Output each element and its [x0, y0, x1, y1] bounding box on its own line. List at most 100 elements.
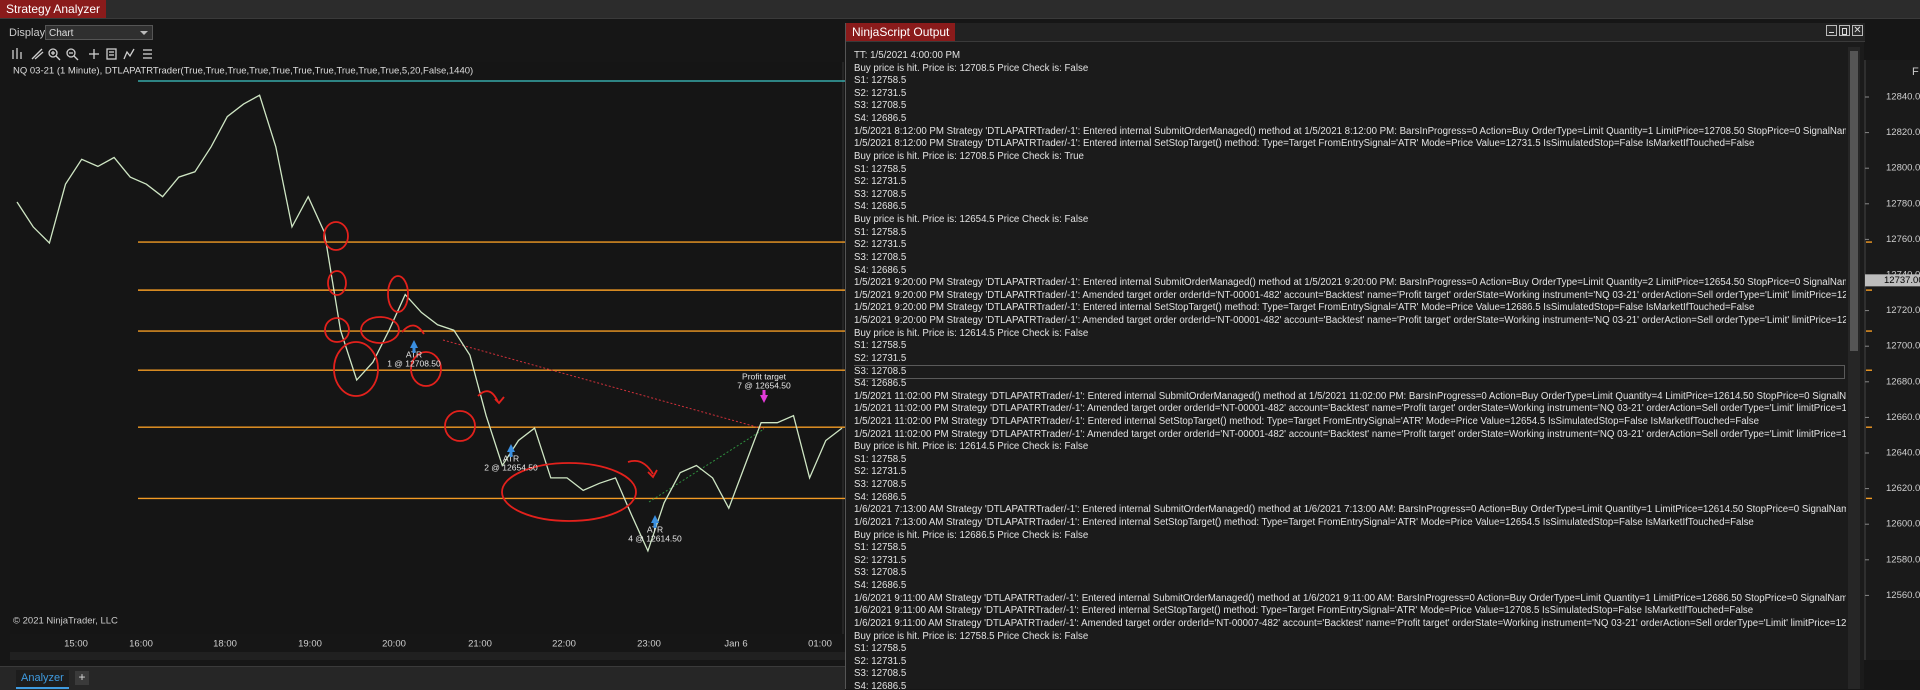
- list-tool[interactable]: [143, 49, 152, 59]
- chart-scrollbar[interactable]: [10, 652, 845, 660]
- crosshair-tool[interactable]: [89, 49, 99, 59]
- output-line: TT: 1/5/2021 4:00:00 PM: [854, 50, 961, 61]
- output-line: S1: 12758.5: [854, 643, 907, 655]
- output-line: Buy price is hit. Price is: 12614.5 Pric…: [854, 327, 1089, 339]
- y-tick-label: 12660.00: [1886, 412, 1920, 423]
- tab-bar: Analyzer +: [0, 666, 845, 690]
- y-tick-label: 12800.00: [1886, 163, 1920, 174]
- output-line: S1: 12758.5: [854, 226, 907, 238]
- output-line: S3: 12708.5: [854, 251, 907, 263]
- drawing-layer: [16, 80, 845, 553]
- y-tick-label: 12580.00: [1886, 554, 1920, 565]
- trade-label: 1 @ 12708.50: [387, 358, 441, 368]
- output-line: S4: 12686.5: [854, 681, 907, 689]
- output-line: 1/5/2021 11:02:00 PM Strategy 'DTLAPATRT…: [854, 390, 1846, 402]
- price-line: [16, 94, 843, 553]
- output-line: S1: 12758.5: [854, 340, 907, 352]
- x-tick-label: 20:00: [382, 639, 406, 650]
- x-tick-label: 19:00: [298, 639, 322, 650]
- right-panel-label: F: [1912, 66, 1919, 78]
- y-tick-label: 12680.00: [1886, 376, 1920, 387]
- trade-label: 7 @ 12654.50: [737, 380, 791, 390]
- y-tick-label: 12640.00: [1886, 448, 1920, 459]
- y-tick-label: 12620.00: [1886, 483, 1920, 494]
- entry-arrow: [410, 340, 418, 353]
- maximize-button[interactable]: [1839, 25, 1850, 36]
- output-line: S2: 12731.5: [854, 352, 907, 364]
- output-line: Buy price is hit. Price is: 12654.5 Pric…: [854, 214, 1089, 226]
- output-line: 1/6/2021 7:13:00 AM Strategy 'DTLAPATRTr…: [854, 504, 1846, 516]
- output-line: S4: 12686.5: [854, 378, 907, 390]
- top-bar: Strategy Analyzer: [0, 0, 1920, 19]
- y-tick-label: 12600.00: [1886, 519, 1920, 530]
- x-tick-label: 15:00: [64, 639, 88, 650]
- output-line: 1/6/2021 9:11:00 AM Strategy 'DTLAPATRTr…: [854, 605, 1754, 617]
- close-button[interactable]: ✕: [1852, 25, 1863, 36]
- trade-label: 2 @ 12654.50: [484, 462, 538, 472]
- output-line: 1/5/2021 8:12:00 PM Strategy 'DTLAPATRTr…: [854, 138, 1755, 150]
- zoom-out-tool[interactable]: [66, 48, 79, 61]
- price-axis-background: [1864, 60, 1920, 660]
- properties-tool[interactable]: [106, 48, 117, 60]
- last-price-box: [1865, 274, 1920, 287]
- output-line: 1/6/2021 9:11:00 AM Strategy 'DTLAPATRTr…: [854, 617, 1846, 629]
- trade-label: ATR: [647, 524, 663, 534]
- y-tick-label: 12720.00: [1886, 305, 1920, 316]
- add-tab-button[interactable]: +: [75, 671, 89, 685]
- y-tick-label: 12700.00: [1886, 341, 1920, 352]
- display-select[interactable]: Chart: [45, 25, 153, 40]
- x-tick-label: 01:00: [808, 639, 832, 650]
- output-line: 1/6/2021 7:13:00 AM Strategy 'DTLAPATRTr…: [854, 516, 1754, 528]
- output-line: S1: 12758.5: [854, 163, 907, 175]
- y-tick-label: 12840.00: [1886, 92, 1920, 103]
- output-line: S3: 12708.5: [854, 668, 907, 680]
- output-line: S3: 12708.5: [854, 567, 907, 579]
- output-line: S4: 12686.5: [854, 264, 907, 276]
- output-line: S1: 12758.5: [854, 75, 907, 87]
- output-scrollbar[interactable]: [1848, 47, 1860, 689]
- last-price-label: 12737.00: [1884, 275, 1920, 286]
- bars-tool[interactable]: [12, 48, 22, 59]
- output-line: 1/5/2021 8:12:00 PM Strategy 'DTLAPATRTr…: [854, 125, 1846, 137]
- chart-header: NQ 03-21 (1 Minute), DTLAPATRTrader(True…: [13, 66, 473, 77]
- trade-label: ATR: [503, 453, 519, 463]
- price-axis: F 12840.00 12820.00 12800.00 12780.00 12760.…: [1864, 60, 1920, 660]
- zoom-in-tool[interactable]: [48, 48, 61, 61]
- output-line: S2: 12731.5: [854, 176, 907, 188]
- output-text: TT: 1/5/2021 4:00:00 PM Buy price is hit.…: [854, 50, 1846, 689]
- output-line: Buy price is hit. Price is: 12708.5 Pric…: [854, 62, 1089, 74]
- analyzer-tab[interactable]: Analyzer: [16, 670, 69, 689]
- x-tick-label: Jan 6: [724, 639, 747, 650]
- indicators-tool[interactable]: [123, 48, 135, 60]
- y-tick-label: 12760.00: [1886, 234, 1920, 245]
- trade-label: Profit target: [742, 371, 787, 381]
- output-line: S1: 12758.5: [854, 542, 907, 554]
- copyright: © 2021 NinjaTrader, LLC: [13, 616, 118, 627]
- trade-label: ATR: [406, 349, 422, 359]
- output-title: NinjaScript Output: [846, 23, 956, 41]
- hand-annotations: [323, 221, 658, 522]
- display-label: Display: [9, 27, 46, 39]
- entry-arrow: [507, 444, 515, 457]
- minimize-button[interactable]: [1826, 25, 1837, 36]
- output-line: S4: 12686.5: [854, 201, 907, 213]
- output-line: S1: 12758.5: [854, 453, 907, 465]
- x-tick-label: 16:00: [129, 639, 153, 650]
- output-line: S2: 12731.5: [854, 554, 907, 566]
- output-line: 1/5/2021 11:02:00 PM Strategy 'DTLAPATRT…: [854, 428, 1846, 440]
- output-line: S4: 12686.5: [854, 580, 907, 592]
- output-line: 1/5/2021 11:02:00 PM Strategy 'DTLAPATRT…: [854, 403, 1846, 415]
- output-line: 1/5/2021 9:20:00 PM Strategy 'DTLAPATRTr…: [854, 302, 1755, 314]
- app-title[interactable]: Strategy Analyzer: [0, 0, 107, 18]
- entry-arrow: [651, 515, 659, 528]
- x-tick-label: 21:00: [468, 639, 492, 650]
- trade-label: 4 @ 12614.50: [628, 533, 682, 543]
- draw-tool[interactable]: [31, 48, 44, 60]
- y-tick-label: 12820.00: [1886, 127, 1920, 138]
- output-line: S3: 12708.5: [854, 100, 907, 112]
- exit-arrow: [760, 390, 768, 403]
- x-tick-label: 18:00: [213, 639, 237, 650]
- scroll-thumb[interactable]: [1850, 51, 1858, 351]
- output-window: NinjaScript Output ✕ TT: 1/5/2021 4:00:0…: [845, 23, 1865, 689]
